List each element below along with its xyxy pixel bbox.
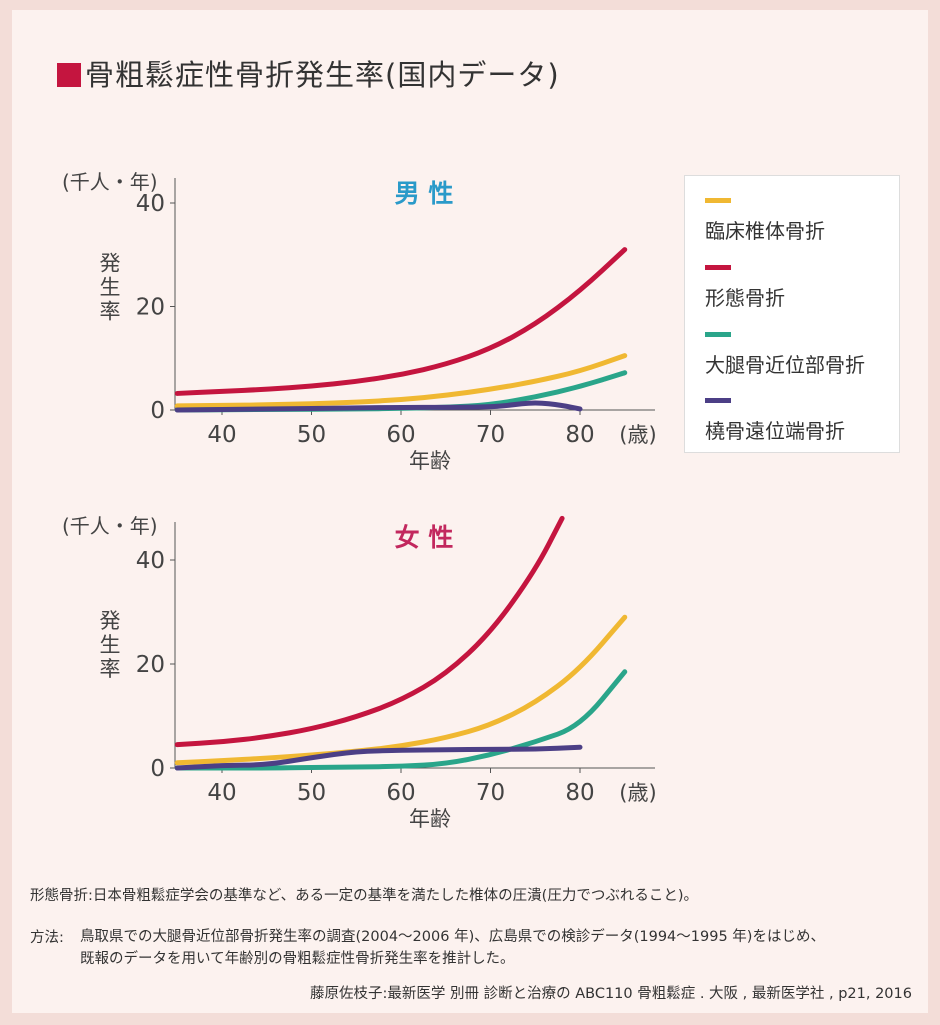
female-chart-title: 女 性 (395, 523, 454, 552)
female-x-tick-label: 80 (565, 780, 594, 806)
male-x-tick-label: 70 (476, 422, 505, 448)
female-x-label: 年齢 (409, 807, 451, 831)
figure-title: 骨粗鬆症性骨折発生率(国内データ) (57, 52, 560, 94)
legend-item-hip: 大腿骨近位部骨折 (705, 332, 865, 378)
male-x-unit: (歳) (619, 423, 656, 447)
method-line-1: 鳥取県での大腿骨近位部骨折発生率の調査(2004〜2006 年)、広島県での検診… (80, 929, 825, 945)
legend-label-clinical-vertebral: 臨床椎体骨折 (705, 219, 825, 243)
female-x-tick-label: 70 (476, 780, 505, 806)
female-y-label-char: 生 (100, 633, 121, 657)
legend-item-radius: 橈骨遠位端骨折 (705, 398, 845, 444)
title-marker-icon (57, 63, 81, 87)
female-y-tick-label: 40 (136, 548, 165, 574)
legend-item-clinical-vertebral: 臨床椎体骨折 (705, 198, 825, 244)
male-y-tick-label: 0 (150, 398, 165, 424)
female-series-臨床椎体骨折 (174, 614, 628, 766)
male-series-橈骨遠位端骨折 (174, 400, 583, 413)
male-x-tick-label: 80 (565, 422, 594, 448)
method-label: 方法: (30, 930, 64, 946)
legend-swatch-hip (705, 332, 731, 337)
legend-label-morphometric: 形態骨折 (705, 286, 785, 310)
female-y-unit: (千人・年) (62, 514, 158, 538)
male-x-label: 年齢 (409, 449, 451, 473)
female-y-label-char: 率 (100, 657, 121, 681)
legend-item-morphometric: 形態骨折 (705, 265, 785, 311)
male-y-tick-label: 20 (136, 295, 165, 321)
male-y-label-char: 生 (100, 276, 121, 300)
female-series-橈骨遠位端骨折 (174, 744, 583, 771)
male-series-形態骨折 (174, 247, 628, 396)
legend-label-hip: 大腿骨近位部骨折 (705, 353, 865, 377)
legend-label-radius: 橈骨遠位端骨折 (705, 419, 845, 443)
method-line-2: 既報のデータを用いて年齢別の骨粗鬆症性骨折発生率を推計した。 (80, 951, 515, 967)
female-x-tick-label: 60 (386, 780, 415, 806)
citation: 藤原佐枝子:最新医学 別冊 診断と治療の ABC110 骨粗鬆症 . 大阪 , … (310, 986, 912, 1002)
legend-swatch-clinical-vertebral (705, 198, 731, 203)
male-x-tick-label: 40 (207, 422, 236, 448)
male-y-label-char: 発 (100, 252, 121, 276)
male-y-unit: (千人・年) (62, 170, 158, 194)
female-y-tick-label: 20 (136, 652, 165, 678)
female-series-形態骨折 (174, 515, 565, 748)
female-series-大腿骨近位部骨折 (174, 669, 628, 771)
female-y-tick-label: 0 (150, 756, 165, 782)
female-x-unit: (歳) (619, 781, 656, 805)
legend-swatch-morphometric (705, 265, 731, 270)
male-x-tick-label: 60 (386, 422, 415, 448)
male-x-tick-label: 50 (297, 422, 326, 448)
male-series-臨床椎体骨折 (174, 353, 628, 409)
definition-note: 形態骨折:日本骨粗鬆症学会の基準など、ある一定の基準を満たした椎体の圧潰(圧力で… (30, 888, 698, 904)
figure-title-text: 骨粗鬆症性骨折発生率(国内データ) (85, 58, 560, 92)
female-x-tick-label: 50 (297, 780, 326, 806)
legend: 臨床椎体骨折 形態骨折 大腿骨近位部骨折 橈骨遠位端骨折 (684, 175, 900, 453)
female-y-label-char: 発 (100, 609, 121, 633)
male-chart-title: 男 性 (395, 179, 454, 208)
legend-swatch-radius (705, 398, 731, 403)
male-y-label-char: 率 (100, 300, 121, 324)
male-y-tick-label: 40 (136, 191, 165, 217)
female-x-tick-label: 40 (207, 780, 236, 806)
method-text: 鳥取県での大腿骨近位部骨折発生率の調査(2004〜2006 年)、広島県での検診… (80, 926, 825, 970)
